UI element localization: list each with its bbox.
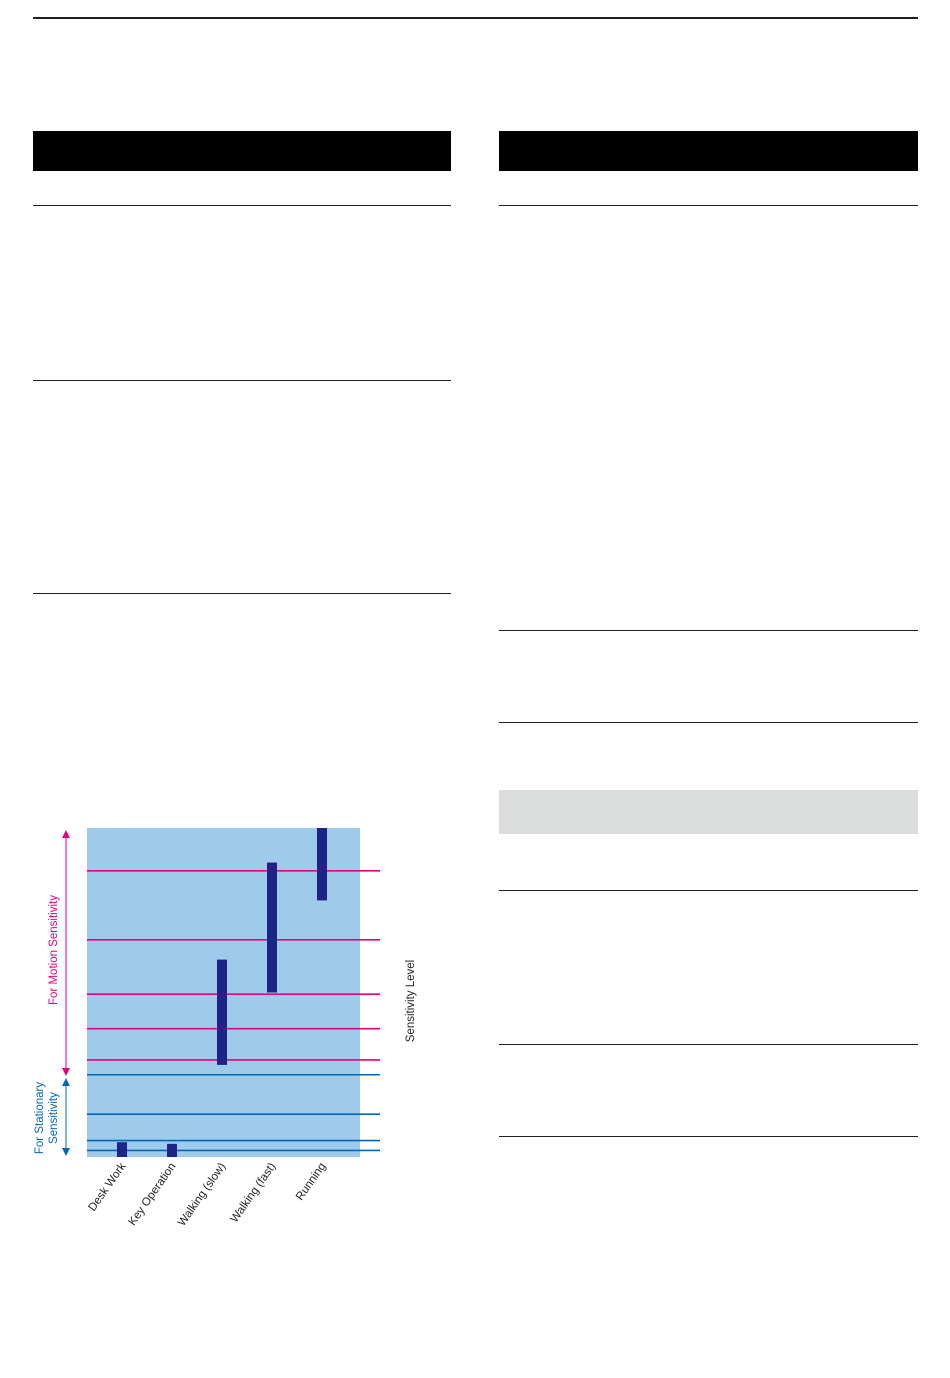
right-section-header-bar: [499, 131, 918, 171]
right-divider-5: [499, 1044, 918, 1045]
category-label: Running: [294, 1161, 328, 1203]
left-divider-1: [33, 205, 451, 206]
right-divider-1: [499, 205, 918, 206]
category-label: Walking (fast): [229, 1161, 279, 1225]
right-divider-6: [499, 1136, 918, 1137]
range-bar-running: [317, 828, 327, 901]
range-bar-walking-fast: [267, 862, 277, 993]
right-divider-3: [499, 722, 918, 723]
stationary-region-label-line1: For Stationary: [34, 1082, 46, 1154]
left-section-header-bar: [33, 131, 451, 171]
category-label: Key Operation: [126, 1161, 178, 1228]
right-divider-4: [499, 890, 918, 891]
range-bar-key-operation: [167, 1143, 177, 1157]
right-grey-header-bar: [499, 790, 918, 834]
range-bar-walking-slow: [217, 959, 227, 1065]
left-divider-2: [33, 380, 451, 381]
range-bar-desk-work: [117, 1142, 127, 1157]
right-divider-2: [499, 630, 918, 631]
motion-region-label: For Motion Sensitivity: [48, 895, 60, 1005]
category-label: Desk Work: [86, 1161, 128, 1214]
stationary-region-label-line2: Sensitivity: [48, 1092, 60, 1144]
y-axis-label: Sensitivity Level: [405, 960, 417, 1042]
left-divider-3: [33, 593, 451, 594]
category-label: Walking (slow): [176, 1161, 229, 1229]
page-top-rule: [33, 17, 918, 19]
